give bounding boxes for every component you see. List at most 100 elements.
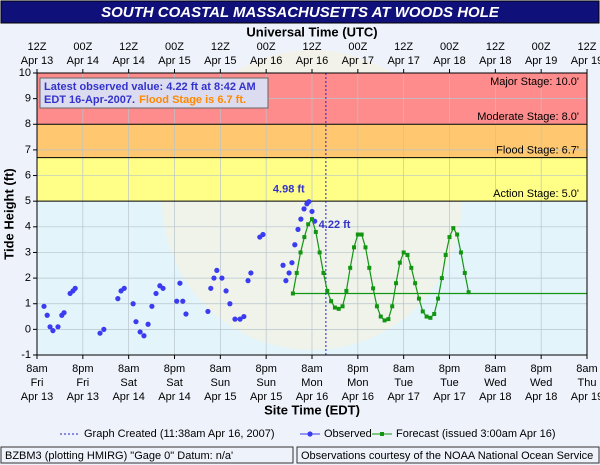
observed-point (219, 275, 225, 281)
x-tick-label: Apr 17 (387, 391, 419, 403)
y-tick-label: 10 (19, 67, 31, 79)
x-tick-label: 8pm (530, 363, 551, 375)
observed-point (61, 310, 67, 316)
observed-point (50, 328, 56, 334)
y-tick-label: 7 (25, 144, 31, 156)
top-tick-label: 00Z (440, 41, 459, 53)
x-tick-label: 8am (485, 363, 506, 375)
y-axis-title: Tide Height (ft) (1, 168, 16, 259)
observed-point (177, 280, 183, 286)
x-tick-label: Apr 16 (296, 391, 328, 403)
chart-title: SOUTH COASTAL MASSACHUSETTS AT WOODS HOL… (101, 4, 500, 21)
forecast-point (298, 250, 303, 255)
x-tick-label: Sat (120, 377, 137, 389)
y-tick-label: 0 (25, 323, 31, 335)
observed-point (153, 290, 159, 297)
forecast-point (302, 235, 307, 240)
annotation: 4.22 ft (319, 219, 351, 231)
forecast-point (409, 265, 414, 270)
stage-label: Flood Stage: 6.7' (496, 145, 579, 157)
y-tick-label: 8 (25, 118, 31, 130)
info-box (39, 77, 269, 109)
x-tick-label: Fri (31, 377, 44, 389)
top-tick-label: Apr 15 (204, 55, 236, 67)
x-tick-label: Apr 13 (21, 391, 53, 403)
observed-point (145, 321, 151, 327)
y-tick-label: 4 (25, 221, 31, 233)
x-tick-label: Sat (166, 377, 183, 389)
observed-point (183, 311, 189, 317)
forecast-point (378, 314, 383, 319)
top-tick-label: Apr 19 (525, 55, 557, 67)
observed-point (283, 278, 289, 284)
x-tick-label: 8pm (72, 363, 93, 375)
observed-point (245, 278, 251, 284)
observed-point (301, 206, 307, 212)
x-tick-label: Wed (530, 377, 552, 389)
observed-point (72, 285, 78, 291)
observed-point (211, 275, 217, 281)
info-text: Latest observed value: 4.22 ft at 8:42 A… (44, 81, 256, 93)
y-tick-label: -1 (21, 349, 31, 361)
observed-point (133, 319, 139, 325)
forecast-point (455, 232, 460, 237)
forecast-point (382, 318, 387, 323)
x-tick-label: Apr 14 (158, 391, 190, 403)
forecast-point (374, 304, 379, 309)
y-tick-label: 5 (25, 195, 31, 207)
top-tick-label: 12Z (119, 41, 138, 53)
observed-point (248, 270, 254, 276)
top-tick-label: 00Z (348, 41, 367, 53)
forecast-point (432, 311, 437, 316)
observed-point (292, 242, 298, 248)
x-tick-label: Tue (394, 377, 413, 389)
top-tick-label: Apr 14 (67, 55, 99, 67)
forecast-point (462, 270, 467, 275)
forecast-point (290, 291, 295, 296)
forecast-point (325, 288, 330, 293)
observed-point (101, 326, 107, 332)
forecast-point (352, 245, 357, 250)
x-axis-title: Site Time (EDT) (264, 402, 360, 417)
forecast-point (451, 226, 456, 231)
top-tick-label: 00Z (165, 41, 184, 53)
x-tick-label: 8am (576, 363, 597, 375)
x-tick-label: 8am (393, 363, 414, 375)
observed-point (227, 301, 233, 307)
top-tick-label: 00Z (532, 41, 551, 53)
x-tick-label: Fri (76, 377, 89, 389)
observed-point (208, 285, 214, 291)
forecast-point (458, 250, 463, 255)
info-line: Latest observed value: 4.22 ft at 8:42 A… (44, 81, 256, 93)
forecast-point (321, 270, 326, 275)
footer-left: BZBM3 (plotting HMIRG) "Gage 0" Datum: n… (5, 450, 233, 462)
x-tick-label: Mon (301, 377, 322, 389)
observed-point (286, 270, 292, 276)
forecast-point (420, 309, 425, 314)
y-tick-label: 2 (25, 272, 31, 284)
top-tick-label: Apr 17 (387, 55, 419, 67)
forecast-point (332, 305, 337, 310)
observed-point (214, 267, 220, 273)
forecast-point (413, 281, 418, 286)
plot-border (36, 72, 588, 356)
top-tick-label: Apr 13 (21, 55, 53, 67)
forecast-point (367, 265, 372, 270)
top-tick-label: 00Z (257, 41, 276, 53)
forecast-point (394, 281, 399, 286)
footer-box (0, 446, 294, 464)
x-tick-label: Apr 18 (525, 391, 557, 403)
top-tick-label: 12Z (303, 41, 322, 53)
x-tick-label: Sun (211, 377, 231, 389)
observed-point (289, 260, 295, 266)
observed-point (97, 330, 103, 336)
forecast-point (329, 299, 334, 304)
x-tick-label: Tue (440, 377, 459, 389)
observed-point (237, 316, 243, 322)
forecast-point (355, 232, 360, 237)
x-tick-label: Apr 14 (112, 391, 144, 403)
x-tick-label: Apr 15 (250, 391, 282, 403)
forecast-point (443, 253, 448, 258)
legend-swatch (307, 431, 313, 437)
forecast-point (336, 306, 341, 311)
